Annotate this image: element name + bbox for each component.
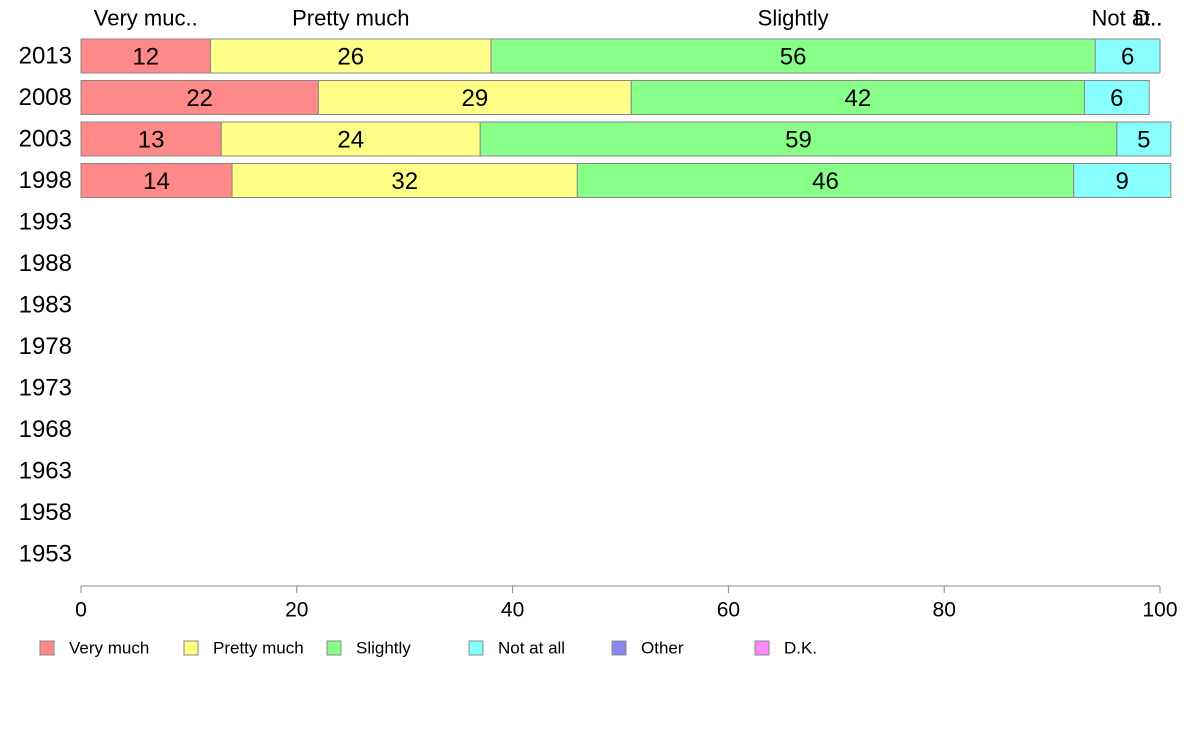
bar-value-2008-very-much: 22	[186, 85, 213, 112]
x-tick-label-0: 0	[75, 599, 87, 622]
bar-value-2003-very-much: 13	[138, 127, 165, 154]
bar-1998-pretty-much	[231, 163, 578, 198]
legend-swatch-not-at-all	[468, 640, 484, 656]
bar-value-2003-not-at-all: 5	[1137, 127, 1150, 154]
bar-value-1998-not-at-all: 9	[1116, 168, 1129, 195]
bar-value-2013-very-much: 12	[132, 44, 159, 71]
x-tick-label-60: 60	[717, 599, 740, 622]
bar-1998-not-at-all	[1073, 163, 1172, 198]
y-label-2008: 2008	[19, 84, 72, 111]
top-category-labels: Very muc.. Pretty much Slightly Not at..D..	[94, 6, 1163, 31]
top-label-not-at: Not at..	[1092, 6, 1163, 31]
bar-2003-very-much	[80, 121, 222, 157]
bar-value-2013-slightly: 56	[780, 44, 807, 71]
legend-swatch-very-much	[39, 640, 55, 656]
bar-value-2013-pretty-much: 26	[337, 44, 364, 71]
legend: Very much Pretty much Slightly Not at all Ot…	[39, 639, 817, 658]
bar-1998-very-much	[80, 163, 233, 198]
x-tick-label-40: 40	[501, 599, 524, 622]
x-tick-label-20: 20	[285, 599, 308, 622]
y-axis-labels: 2013 2008 2003 1998 1993 1988 1983 1978 1973 1968…	[19, 43, 72, 568]
top-label-very-muc: Very muc..	[94, 6, 198, 31]
legend-swatch-slightly	[326, 640, 342, 656]
top-label-slightly: Slightly	[758, 6, 829, 31]
legend-swatch-d-k	[754, 640, 770, 656]
y-label-1983: 1983	[19, 292, 72, 319]
bar-2008-not-at-all	[1083, 80, 1150, 115]
bar-2013-pretty-much	[209, 38, 492, 74]
legend-label-d-k: D.K.	[784, 639, 817, 658]
bar-2013-very-much	[80, 38, 211, 74]
bar-2008-very-much	[80, 80, 319, 115]
bar-2008-slightly	[630, 80, 1085, 115]
x-tick-label-80: 80	[933, 599, 956, 622]
legend-label-other: Other	[641, 639, 684, 658]
bar-2013-not-at-all	[1094, 38, 1161, 74]
x-tick-label-100: 100	[1142, 599, 1177, 622]
bar-value-2008-pretty-much: 29	[461, 85, 488, 112]
bar-value-1998-very-much: 14	[143, 168, 170, 195]
x-axis: 0 20 40 60 80 100	[75, 585, 1178, 622]
legend-label-very-much: Very much	[69, 639, 149, 658]
bar-value-1998-pretty-much: 32	[391, 168, 418, 195]
y-label-2003: 2003	[19, 126, 72, 153]
bar-value-2013-not-at-all: 6	[1121, 44, 1134, 71]
legend-label-not-at-all: Not at all	[498, 639, 565, 658]
top-label-d: D..	[1134, 6, 1162, 31]
bar-value-2008-not-at-all: 6	[1110, 85, 1123, 112]
y-label-1968: 1968	[19, 416, 72, 443]
bar-2008-pretty-much	[317, 80, 632, 115]
bar-2003-pretty-much	[220, 121, 481, 157]
bar-value-2008-slightly: 42	[845, 85, 872, 112]
legend-label-slightly: Slightly	[356, 639, 411, 658]
legend-label-pretty-much: Pretty much	[213, 639, 304, 658]
y-label-1998: 1998	[19, 167, 72, 194]
bar-value-2003-pretty-much: 24	[337, 127, 364, 154]
bars-group: 12 26 56 6 22 29 42 6 13 24 59 5 14 32 46 9	[80, 38, 1172, 198]
top-label-pretty-much: Pretty much	[292, 6, 409, 31]
legend-swatch-other	[611, 640, 627, 656]
bar-2003-slightly	[479, 121, 1118, 157]
y-label-1993: 1993	[19, 209, 72, 236]
legend-swatch-pretty-much	[183, 640, 199, 656]
y-label-1953: 1953	[19, 541, 72, 568]
y-label-1978: 1978	[19, 333, 72, 360]
bar-value-2003-slightly: 59	[785, 127, 812, 154]
y-label-2013: 2013	[19, 43, 72, 70]
y-label-1973: 1973	[19, 375, 72, 402]
bar-2003-not-at-all	[1116, 121, 1172, 157]
y-label-1958: 1958	[19, 499, 72, 526]
y-label-1988: 1988	[19, 250, 72, 277]
bar-1998-slightly	[576, 163, 1075, 198]
bar-2013-slightly	[490, 38, 1096, 74]
y-label-1963: 1963	[19, 458, 72, 485]
bar-value-1998-slightly: 46	[812, 168, 839, 195]
